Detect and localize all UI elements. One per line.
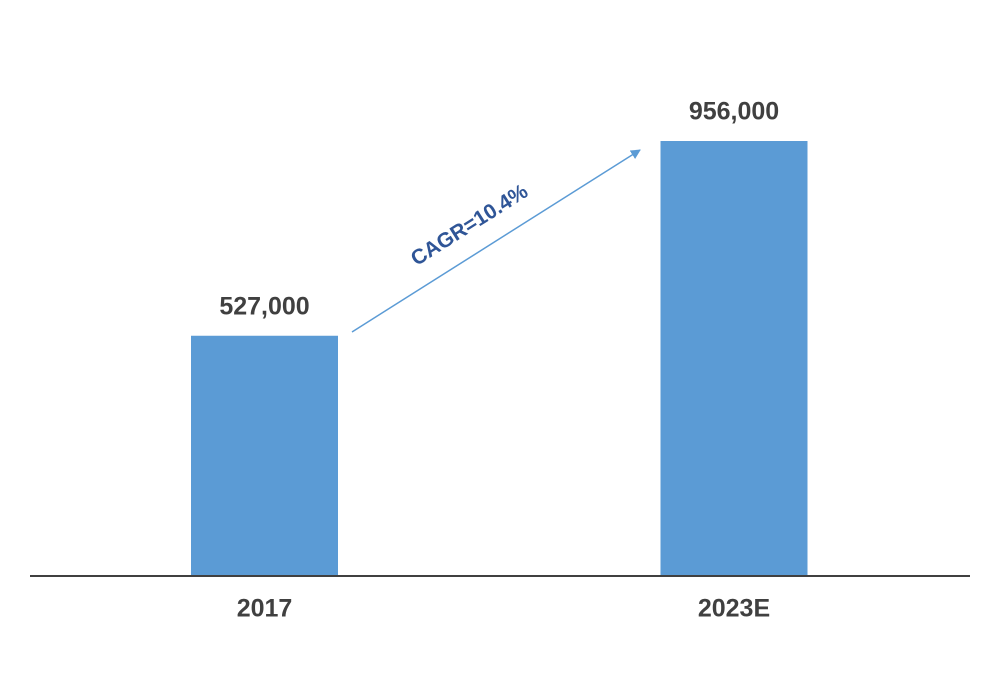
- x-tick-label: 2017: [237, 595, 293, 623]
- value-label: 956,000: [689, 98, 779, 126]
- value-label: 527,000: [219, 292, 309, 320]
- x-tick-label: 2023E: [698, 595, 770, 623]
- bar: [660, 141, 808, 575]
- growth-arrow: [351, 149, 641, 333]
- bar: [191, 335, 338, 575]
